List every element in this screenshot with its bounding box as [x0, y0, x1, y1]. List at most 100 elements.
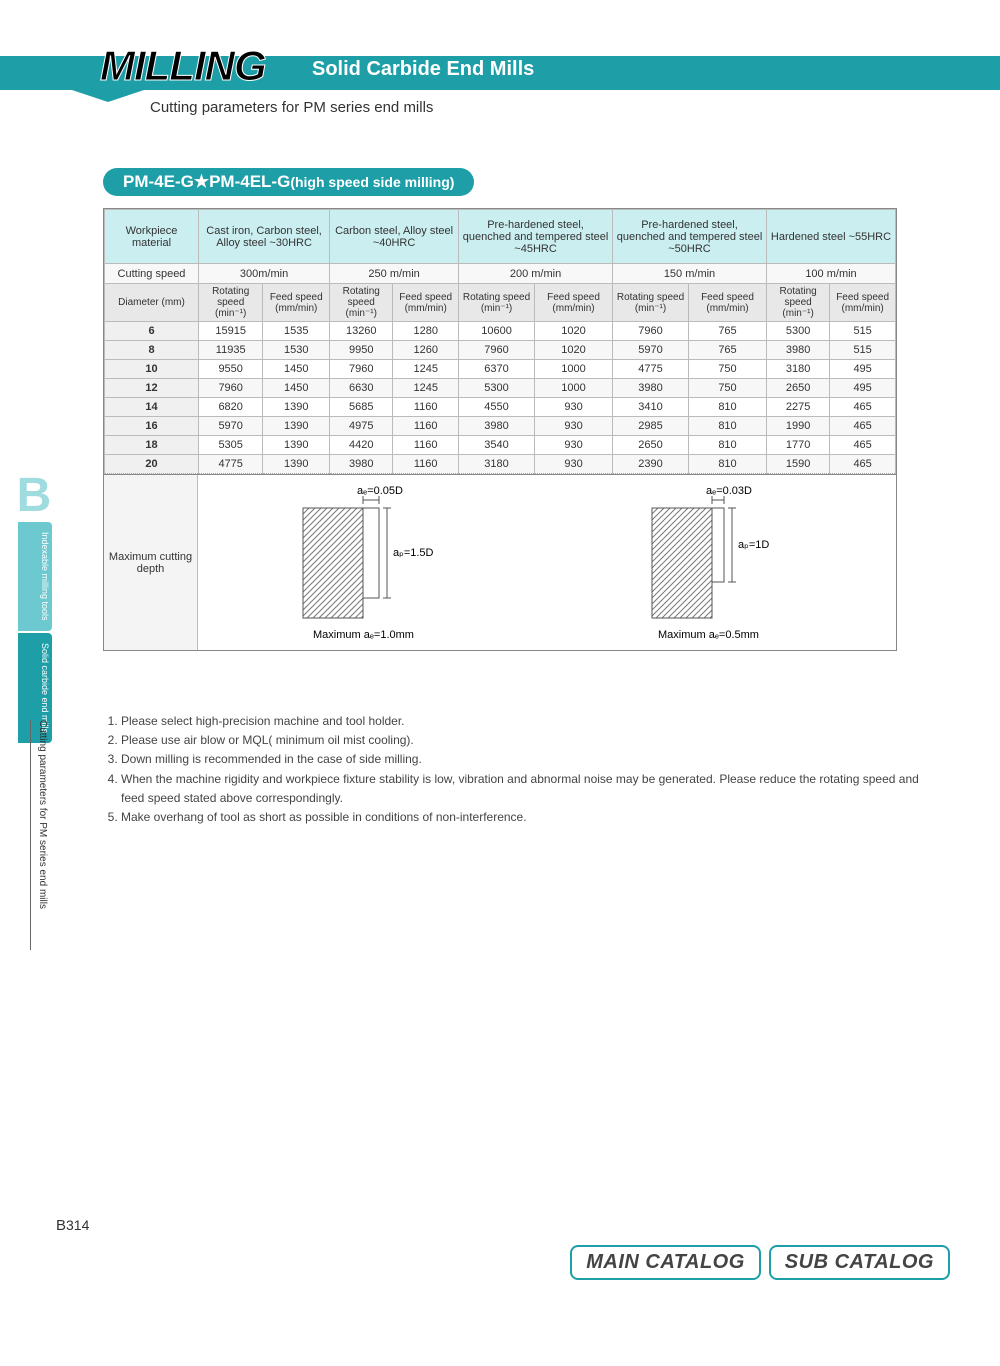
cell-diameter: 14: [105, 398, 199, 417]
table-row: 8119351530995012607960102059707653980515: [105, 341, 896, 360]
th-cuttingspeed: Cutting speed: [105, 264, 199, 284]
th-rot-3: Rotating speed (min⁻¹): [613, 284, 689, 322]
cell-value: 1000: [535, 379, 613, 398]
pill-main: PM-4E-G★PM-4EL-G: [123, 172, 290, 191]
cell-diameter: 18: [105, 436, 199, 455]
cell-value: 3410: [613, 398, 689, 417]
cell-diameter: 6: [105, 322, 199, 341]
cell-value: 1390: [263, 417, 330, 436]
cell-value: 495: [830, 360, 896, 379]
cell-value: 465: [830, 417, 896, 436]
side-label: Cutting parameters for PM series end mil…: [30, 720, 48, 950]
th-mat-1: Carbon steel, Alloy steel ~40HRC: [330, 210, 459, 264]
cell-value: 13260: [330, 322, 393, 341]
pill-suffix: (high speed side milling): [290, 174, 454, 190]
note-item: When the machine rigidity and workpiece …: [121, 770, 940, 808]
parameters-table-wrap: Workpiece material Cast iron, Carbon ste…: [103, 208, 897, 651]
cell-diameter: 10: [105, 360, 199, 379]
cell-value: 1280: [393, 322, 459, 341]
cell-value: 1260: [393, 341, 459, 360]
notes: Please select high-precision machine and…: [103, 712, 940, 827]
cell-value: 1020: [535, 341, 613, 360]
section-letter: B: [12, 468, 56, 524]
th-rot-4: Rotating speed (min⁻¹): [766, 284, 829, 322]
cell-value: 3980: [330, 455, 393, 474]
note-item: Please select high-precision machine and…: [121, 712, 940, 731]
cell-value: 3180: [459, 455, 535, 474]
cell-value: 7960: [330, 360, 393, 379]
cell-value: 4975: [330, 417, 393, 436]
cell-value: 3980: [613, 379, 689, 398]
ap-label-right: aₚ=1D: [738, 539, 769, 551]
cell-diameter: 8: [105, 341, 199, 360]
cell-value: 1245: [393, 360, 459, 379]
th-rot-2: Rotating speed (min⁻¹): [459, 284, 535, 322]
cell-value: 810: [689, 417, 767, 436]
cell-diameter: 20: [105, 455, 199, 474]
note-item: Please use air blow or MQL( minimum oil …: [121, 731, 940, 750]
cell-value: 930: [535, 417, 613, 436]
sub-catalog-button[interactable]: SUB CATALOG: [769, 1245, 950, 1280]
cell-value: 515: [830, 341, 896, 360]
cell-value: 515: [830, 322, 896, 341]
max-label-right: Maximum aₑ=0.5mm: [658, 629, 759, 641]
cell-value: 930: [535, 398, 613, 417]
cell-value: 1390: [263, 455, 330, 474]
note-item: Make overhang of tool as short as possib…: [121, 808, 940, 827]
depth-figure-right: aₑ=0.03D aₚ=1D Maximum aₑ=0.5mm: [547, 475, 896, 650]
cell-value: 810: [689, 436, 767, 455]
cell-value: 1590: [766, 455, 829, 474]
notes-list: Please select high-precision machine and…: [103, 712, 940, 827]
parameters-table: Workpiece material Cast iron, Carbon ste…: [104, 209, 896, 474]
depth-diagram-right-icon: aₑ=0.03D aₚ=1D Maximum aₑ=0.5mm: [622, 478, 822, 648]
cell-value: 6370: [459, 360, 535, 379]
cell-value: 5685: [330, 398, 393, 417]
cell-value: 1450: [263, 379, 330, 398]
header-arrow-icon: [72, 90, 144, 102]
th-feed-1: Feed speed (mm/min): [393, 284, 459, 322]
cell-value: 1160: [393, 436, 459, 455]
cell-value: 1535: [263, 322, 330, 341]
header-subtitle: Cutting parameters for PM series end mil…: [150, 99, 433, 116]
cell-value: 6630: [330, 379, 393, 398]
cell-value: 9550: [199, 360, 263, 379]
cell-value: 2985: [613, 417, 689, 436]
brand-word: MILLING: [100, 42, 266, 90]
cell-value: 2390: [613, 455, 689, 474]
ae-label-left: aₑ=0.05D: [357, 485, 403, 497]
cell-value: 5970: [613, 341, 689, 360]
main-catalog-button[interactable]: MAIN CATALOG: [570, 1245, 761, 1280]
cell-value: 810: [689, 398, 767, 417]
cell-value: 1990: [766, 417, 829, 436]
table-row: 6159151535132601280106001020796076553005…: [105, 322, 896, 341]
page-number: B314: [56, 1217, 89, 1234]
cell-value: 2650: [766, 379, 829, 398]
th-speed-3: 150 m/min: [613, 264, 767, 284]
cell-value: 465: [830, 455, 896, 474]
cell-value: 1530: [263, 341, 330, 360]
th-speed-1: 250 m/min: [330, 264, 459, 284]
th-feed-0: Feed speed (mm/min): [263, 284, 330, 322]
side-tab-indexable[interactable]: Indexable milling tools: [18, 522, 52, 631]
table-row: 165970139049751160398093029858101990465: [105, 417, 896, 436]
th-mat-0: Cast iron, Carbon steel, Alloy steel ~30…: [199, 210, 330, 264]
cell-value: 465: [830, 436, 896, 455]
cell-value: 5300: [459, 379, 535, 398]
cell-value: 1160: [393, 417, 459, 436]
cell-value: 1390: [263, 436, 330, 455]
cell-value: 7960: [459, 341, 535, 360]
cell-value: 1020: [535, 322, 613, 341]
cell-value: 3540: [459, 436, 535, 455]
section-pill: PM-4E-G★PM-4EL-G(high speed side milling…: [103, 168, 474, 196]
max-label-left: Maximum aₑ=1.0mm: [313, 629, 414, 641]
cell-value: 495: [830, 379, 896, 398]
cell-value: 7960: [613, 322, 689, 341]
side-tabs: Indexable milling tools Solid carbide en…: [18, 522, 52, 745]
ae-label-right: aₑ=0.03D: [706, 485, 752, 497]
cell-value: 4775: [613, 360, 689, 379]
cell-value: 5970: [199, 417, 263, 436]
cell-value: 1770: [766, 436, 829, 455]
th-feed-3: Feed speed (mm/min): [689, 284, 767, 322]
cell-value: 15915: [199, 322, 263, 341]
ap-label-left: aₚ=1.5D: [393, 547, 434, 559]
